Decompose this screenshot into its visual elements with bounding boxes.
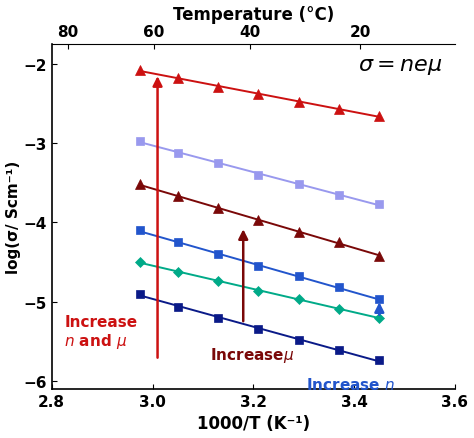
Text: Increase $n$: Increase $n$ bbox=[306, 376, 395, 392]
X-axis label: 1000/T (K⁻¹): 1000/T (K⁻¹) bbox=[197, 414, 310, 432]
Y-axis label: log(σ/ Scm⁻¹): log(σ/ Scm⁻¹) bbox=[6, 160, 20, 273]
Text: Increase$\mu$: Increase$\mu$ bbox=[210, 346, 295, 364]
Text: Increase
$n$ and $\mu$: Increase $n$ and $\mu$ bbox=[64, 314, 137, 351]
Text: $\sigma = ne\mu$: $\sigma = ne\mu$ bbox=[358, 55, 443, 77]
X-axis label: Temperature (°C): Temperature (°C) bbox=[173, 6, 334, 24]
